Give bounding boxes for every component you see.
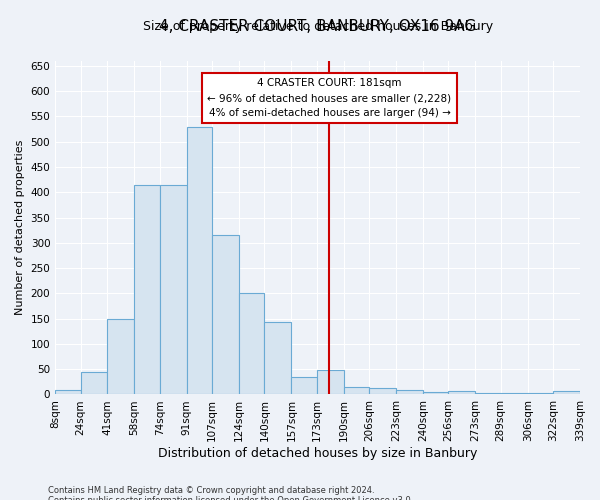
Bar [475,393,501,394]
Bar [553,391,580,394]
Bar [80,372,107,394]
X-axis label: Distribution of detached houses by size in Banbury: Distribution of detached houses by size … [158,447,477,460]
Text: 4, CRASTER COURT, BANBURY, OX16 9AG: 4, CRASTER COURT, BANBURY, OX16 9AG [159,19,476,34]
Y-axis label: Number of detached properties: Number of detached properties [15,140,25,316]
Bar [187,126,212,394]
Bar [423,392,448,394]
Title: Size of property relative to detached houses in Banbury: Size of property relative to detached ho… [143,20,493,33]
Bar [527,393,553,394]
Bar [317,370,344,394]
Bar [107,318,134,394]
Bar [265,322,292,394]
Bar [55,390,80,394]
Text: 4 CRASTER COURT: 181sqm
← 96% of detached houses are smaller (2,228)
4% of semi-: 4 CRASTER COURT: 181sqm ← 96% of detache… [208,78,452,118]
Text: Contains HM Land Registry data © Crown copyright and database right 2024.: Contains HM Land Registry data © Crown c… [48,486,374,495]
Bar [239,294,265,394]
Bar [344,387,369,394]
Bar [160,184,187,394]
Bar [212,235,239,394]
Bar [501,393,527,394]
Bar [292,377,317,394]
Bar [134,184,160,394]
Bar [396,390,423,394]
Text: Contains public sector information licensed under the Open Government Licence v3: Contains public sector information licen… [48,496,413,500]
Bar [369,388,396,394]
Bar [448,391,475,394]
